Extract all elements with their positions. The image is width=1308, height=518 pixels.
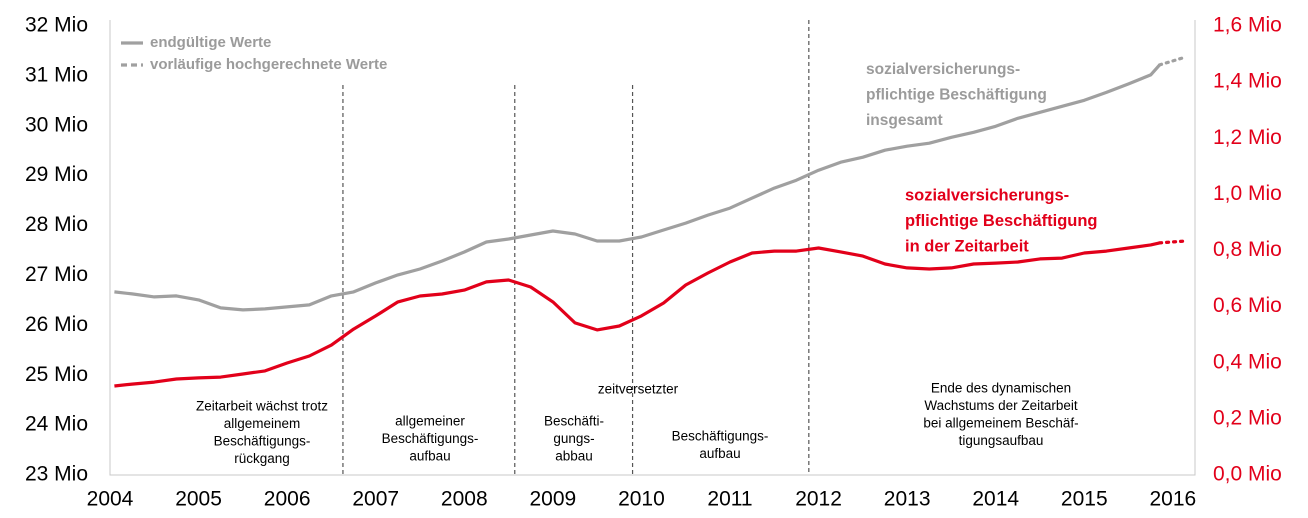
legend-label: vorläufige hochgerechnete Werte — [150, 56, 387, 73]
y-tick-label: 32 Mio — [25, 14, 88, 37]
phase-annotation: allgemeinem — [224, 416, 301, 431]
data-line — [114, 63, 1161, 312]
y2-tick-label: 0,0 Mio — [1213, 463, 1282, 486]
y-tick-label: 31 Mio — [25, 63, 88, 86]
series-label: sozialversicherungs- — [866, 61, 1020, 78]
series-label: insgesamt — [866, 112, 943, 129]
phase-annotation: Zeitarbeit wächst trotz — [196, 399, 328, 414]
x-tick-label: 2008 — [441, 488, 488, 511]
phase-annotation: abbau — [555, 449, 593, 464]
phase-annotation: bei allgemeinem Beschäf- — [923, 416, 1078, 431]
x-tick-label: 2005 — [175, 488, 222, 511]
x-tick-label: 2007 — [352, 488, 399, 511]
x-tick-label: 2010 — [618, 488, 665, 511]
phase-annotation: zeitversetzter — [598, 382, 679, 397]
x-tick-label: 2011 — [707, 488, 752, 511]
y2-tick-label: 1,0 Mio — [1213, 182, 1282, 205]
series-label: pflichtige Beschäftigung — [905, 212, 1098, 230]
y2-tick-label: 1,2 Mio — [1213, 126, 1282, 149]
y-tick-label: 28 Mio — [25, 213, 88, 236]
y2-tick-label: 0,2 Mio — [1213, 406, 1282, 429]
series-label: sozialversicherungs- — [905, 186, 1069, 204]
x-tick-label: 2014 — [972, 488, 1019, 511]
provisional-line — [1158, 239, 1188, 245]
x-tick-label: 2013 — [884, 488, 931, 511]
x-tick-label: 2012 — [795, 488, 842, 511]
y-tick-label: 29 Mio — [25, 163, 88, 186]
legend-label: endgültige Werte — [150, 34, 271, 51]
phase-annotation: Beschäftigungs- — [382, 431, 479, 446]
y-tick-label: 26 Mio — [25, 313, 88, 336]
phase-annotation: aufbau — [409, 449, 450, 464]
series-label: pflichtige Beschäftigung — [866, 87, 1047, 104]
y-tick-label: 24 Mio — [25, 413, 88, 436]
x-tick-label: 2004 — [87, 488, 134, 511]
y-tick-label: 25 Mio — [25, 363, 88, 386]
y-tick-label: 27 Mio — [25, 263, 88, 286]
x-tick-label: 2006 — [264, 488, 311, 511]
y-tick-label: 23 Mio — [25, 463, 88, 486]
phase-annotation: aufbau — [699, 446, 740, 461]
phase-annotation: Beschäftigungs- — [672, 429, 769, 444]
y2-tick-label: 1,4 Mio — [1213, 70, 1282, 93]
phase-annotation: gungs- — [553, 431, 594, 446]
phase-annotation: Beschäfti- — [544, 414, 604, 429]
phase-annotation: Beschäftigungs- — [214, 434, 311, 449]
phase-annotation: Wachstums der Zeitarbeit — [924, 398, 1078, 413]
y2-tick-label: 0,8 Mio — [1213, 238, 1282, 261]
series-label: in der Zeitarbeit — [905, 237, 1029, 255]
x-tick-label: 2016 — [1149, 488, 1196, 511]
provisional-line — [1158, 55, 1188, 67]
phase-annotation: tigungsaufbau — [959, 433, 1044, 448]
phase-annotation: Ende des dynamischen — [931, 381, 1071, 396]
x-tick-label: 2015 — [1061, 488, 1108, 511]
y2-tick-label: 0,6 Mio — [1213, 294, 1282, 317]
y-tick-label: 30 Mio — [25, 113, 88, 136]
y2-tick-label: 0,4 Mio — [1213, 350, 1282, 373]
plot-frame — [109, 20, 1196, 476]
y2-tick-label: 1,6 Mio — [1213, 14, 1282, 37]
phase-annotation: allgemeiner — [395, 414, 465, 429]
phase-annotation: rückgang — [234, 451, 290, 466]
data-line — [114, 241, 1160, 388]
x-tick-label: 2009 — [529, 488, 576, 511]
